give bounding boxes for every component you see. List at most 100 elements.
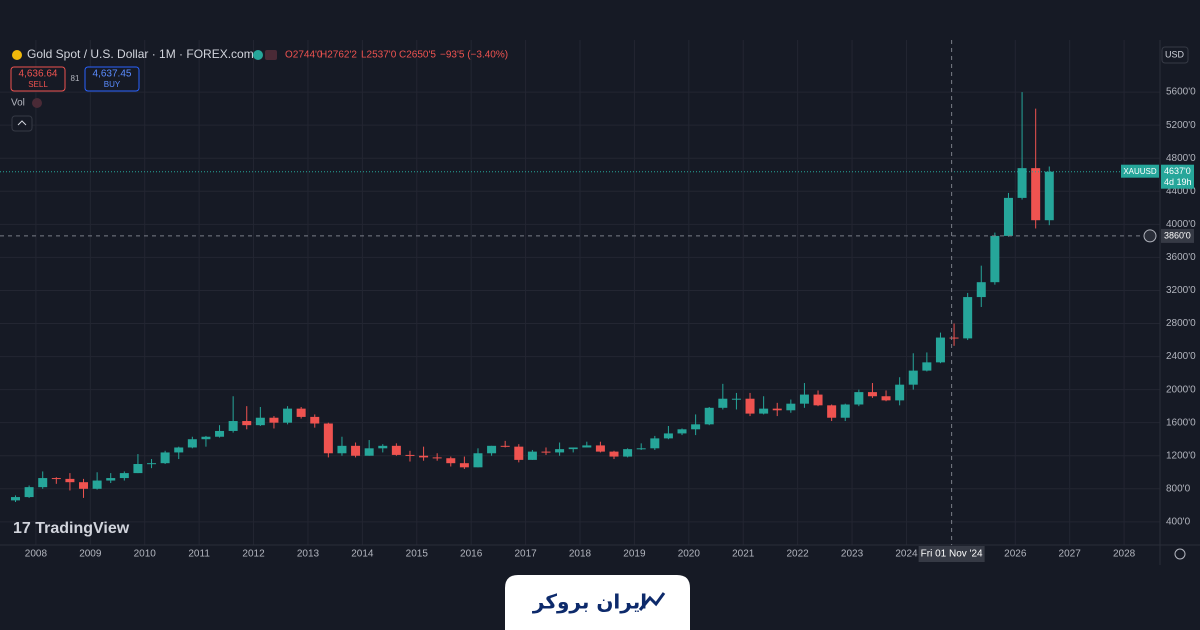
sell-label[interactable]: SELL	[28, 80, 48, 89]
settings-icon[interactable]	[1174, 548, 1186, 560]
candle-body	[867, 392, 877, 397]
candle-body	[106, 478, 116, 481]
buy-label[interactable]: BUY	[104, 80, 121, 89]
candle-body	[92, 480, 102, 489]
x-tick-label: 2013	[297, 549, 320, 560]
ohlc-low: L2537'0	[361, 50, 397, 61]
candle-body	[541, 451, 551, 453]
x-tick-label: 2016	[460, 549, 483, 560]
candle-body	[391, 445, 401, 455]
candle-body	[147, 463, 157, 465]
candle-body	[935, 337, 945, 363]
y-tick-label: 2400'0	[1166, 351, 1196, 362]
ohlc-close: C2650'5	[399, 50, 436, 61]
candle-body	[650, 438, 660, 449]
countdown: 4d 19h	[1164, 177, 1192, 187]
x-tick-label: 2018	[569, 549, 592, 560]
candle-body	[745, 398, 755, 414]
candle-body	[215, 430, 225, 437]
brand-mark: 17	[13, 520, 35, 537]
candle-body	[527, 451, 537, 460]
x-tick-label: 2026	[1004, 549, 1027, 560]
x-tick-label: 2011	[188, 549, 210, 560]
buy-price[interactable]: 4,637.45	[93, 69, 132, 80]
y-tick-label: 2800'0	[1166, 318, 1196, 329]
candle-body	[514, 446, 524, 460]
status-icon	[253, 50, 263, 60]
x-tick-label: 2023	[841, 549, 864, 560]
y-tick-label: 400'0	[1166, 517, 1191, 528]
ohlc-high: H2762'2	[320, 50, 357, 61]
currency-button[interactable]	[1161, 46, 1189, 64]
candle-body	[119, 473, 129, 479]
buy-button[interactable]: 4,637.45 BUY	[84, 66, 140, 92]
candle-body	[772, 408, 782, 411]
y-tick-label: 2000'0	[1166, 384, 1196, 395]
buy-box[interactable]	[84, 66, 140, 92]
candle-body	[65, 478, 75, 483]
candle-body	[881, 396, 891, 401]
candle-body	[255, 417, 265, 426]
grid	[0, 40, 1160, 545]
candle-body	[1017, 168, 1027, 198]
candle-body	[895, 384, 905, 401]
candle-body	[1031, 168, 1041, 221]
x-tick-label: 2014	[351, 549, 374, 560]
brand: 17 TradingView	[13, 520, 130, 537]
logo-icon	[638, 592, 666, 611]
crosshair-x-label: Fri 01 Nov '24	[921, 549, 983, 560]
candle-body	[473, 453, 483, 468]
collapse-icon	[17, 120, 27, 126]
candle-body	[595, 445, 605, 452]
x-tick-label: 2008	[25, 549, 48, 560]
candle-body	[963, 297, 973, 339]
candle-body	[24, 487, 34, 498]
candle-body	[38, 478, 48, 488]
candle-body	[636, 448, 646, 450]
candle-body	[799, 394, 809, 404]
x-tick-label: 2017	[514, 549, 537, 560]
candle-body	[310, 416, 320, 424]
candle-body	[201, 436, 211, 440]
x-tick-label: 2022	[787, 549, 810, 560]
add-button[interactable]	[1143, 229, 1157, 243]
plot	[11, 92, 1054, 503]
candle-body	[296, 408, 306, 417]
ohlc-change: −93'5 (−3.40%)	[440, 50, 508, 61]
candle-body	[1044, 171, 1054, 221]
symbol-title: Gold Spot / U.S. Dollar · 1M · FOREX.com	[27, 47, 254, 61]
crosshair-y-label: 3860'0	[1164, 230, 1191, 240]
candle-body	[1003, 197, 1013, 236]
y-tick-label: 3200'0	[1166, 285, 1196, 296]
candle-body	[813, 394, 823, 406]
symbol-tag	[1121, 164, 1159, 178]
x-tick-label: 2027	[1059, 549, 1082, 560]
currency[interactable]: USD	[1165, 49, 1185, 59]
candle-body	[500, 445, 510, 447]
candle-body	[786, 403, 796, 411]
price-tag	[1161, 164, 1194, 189]
sell-button[interactable]: 4,636.64 SELL	[10, 66, 66, 92]
candle-body	[337, 445, 347, 454]
sell-box[interactable]	[10, 66, 66, 92]
sell-price[interactable]: 4,636.64	[19, 69, 58, 80]
candle-body	[378, 445, 388, 449]
x-tick-label: 2019	[623, 549, 646, 560]
y-tick-label: 800'0	[1166, 483, 1191, 494]
candle-body	[990, 235, 1000, 283]
y-tick-label: 5600'0	[1166, 87, 1196, 98]
ohlc-open: O2744'0	[285, 50, 323, 61]
candle-body	[908, 370, 918, 385]
collapse-button[interactable]	[11, 115, 33, 132]
x-tick-label: 2021	[732, 549, 755, 560]
brand-name: TradingView	[35, 520, 130, 537]
candle-body	[364, 448, 374, 456]
candle-body	[323, 423, 333, 454]
x-tick-label: 2009	[79, 549, 102, 560]
candle-body	[691, 424, 701, 430]
y-tick-label: 4800'0	[1166, 153, 1196, 164]
x-tick-label: 2015	[406, 549, 429, 560]
candle-body	[582, 445, 592, 448]
logo-tab	[505, 575, 690, 630]
